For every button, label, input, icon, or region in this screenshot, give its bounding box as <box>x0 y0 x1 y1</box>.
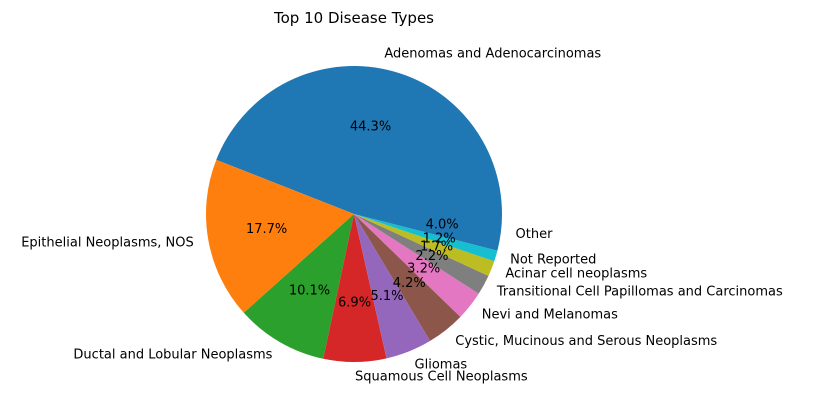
slice-label-squamous-cell-neoplasms: Squamous Cell Neoplasms <box>355 369 528 384</box>
slice-percent-acinar-cell-neoplasms: 1.7% <box>420 239 453 254</box>
pie-slice-cystic-mucinous-and-serous-neoplasms <box>354 214 461 341</box>
pie-slice-nevi-and-melanomas <box>354 214 479 317</box>
slice-percent-epithelial-neoplasms-nos: 17.7% <box>246 222 287 237</box>
slice-percent-squamous-cell-neoplasms: 6.9% <box>338 295 371 310</box>
slice-percent-cystic-mucinous-and-serous-neoplasms: 4.2% <box>393 276 426 291</box>
pie-slice-acinar-cell-neoplasms <box>354 214 495 276</box>
slice-label-transitional-cell-papillomas-and-carcinomas: Transitional Cell Papillomas and Carcino… <box>496 285 783 300</box>
slice-label-other: Other <box>516 227 554 242</box>
slice-label-ductal-and-lobular-neoplasms: Ductal and Lobular Neoplasms <box>73 347 272 362</box>
slice-label-not-reported: Not Reported <box>510 253 596 268</box>
slice-percent-ductal-and-lobular-neoplasms: 10.1% <box>289 283 330 298</box>
pie-slice-not-reported <box>354 214 498 262</box>
pie-slice-other <box>354 214 502 251</box>
slice-percent-transitional-cell-papillomas-and-carcinomas: 2.2% <box>415 249 448 264</box>
slice-percent-nevi-and-melanomas: 3.2% <box>407 262 440 277</box>
slice-label-adenomas-and-adenocarcinomas: Adenomas and Adenocarcinomas <box>384 47 601 62</box>
pie-slice-adenomas-and-adenocarcinomas <box>216 65 503 214</box>
pie-slice-squamous-cell-neoplasms <box>323 214 387 363</box>
slice-label-acinar-cell-neoplasms: Acinar cell neoplasms <box>505 267 647 282</box>
slice-percent-other: 4.0% <box>426 218 459 233</box>
pie-slice-transitional-cell-papillomas-and-carcinomas <box>354 214 489 294</box>
slice-percent-adenomas-and-adenocarcinomas: 44.3% <box>350 119 391 134</box>
pie-slice-ductal-and-lobular-neoplasms <box>243 214 354 359</box>
slice-label-nevi-and-melanomas: Nevi and Melanomas <box>482 307 618 322</box>
slice-label-cystic-mucinous-and-serous-neoplasms: Cystic, Mucinous and Serous Neoplasms <box>455 334 717 349</box>
slice-percent-gliomas: 5.1% <box>371 289 404 304</box>
chart-title: Top 10 Disease Types <box>273 9 434 27</box>
pie-slices <box>206 65 503 363</box>
slice-label-gliomas: Gliomas <box>415 358 468 373</box>
pie-slice-epithelial-neoplasms-nos <box>206 159 354 313</box>
slice-percent-not-reported: 1.2% <box>423 232 456 247</box>
pie-labels: Adenomas and Adenocarcinomas 44.3% Epithel… <box>21 47 783 385</box>
slice-label-epithelial-neoplasms-nos: Epithelial Neoplasms, NOS <box>21 235 194 250</box>
pie-slice-gliomas <box>354 214 431 359</box>
